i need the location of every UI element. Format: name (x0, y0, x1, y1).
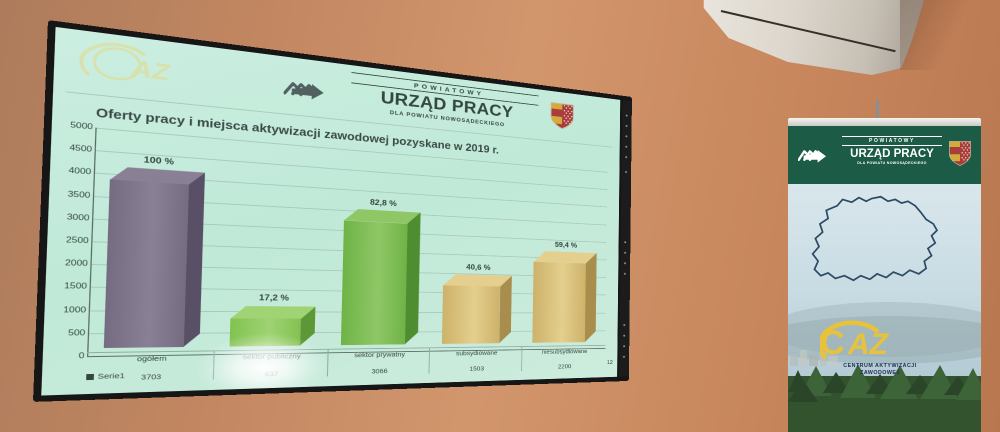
svg-text:C: C (820, 324, 845, 362)
svg-text:AZ: AZ (130, 56, 172, 86)
svg-text:AZ: AZ (847, 328, 890, 361)
